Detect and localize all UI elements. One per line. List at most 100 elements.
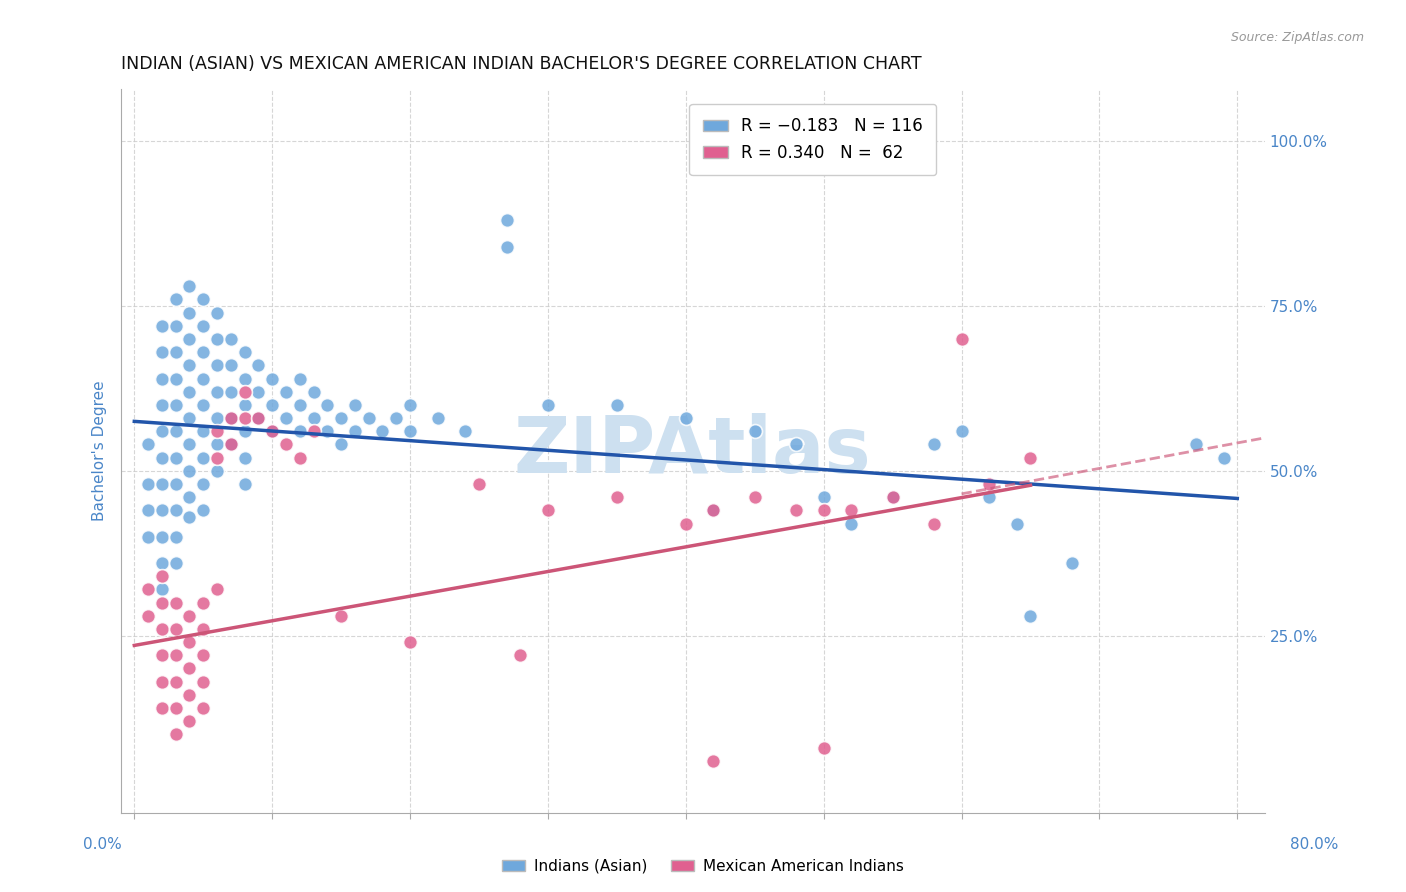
Point [979,477,1001,491]
Point [288,424,311,438]
Point [150,318,173,333]
Point [165,398,187,412]
Point [136,530,159,544]
Point [165,371,187,385]
Text: ZIPAtlas: ZIPAtlas [513,413,872,489]
Point [179,411,201,425]
Point [193,674,215,689]
Y-axis label: Bachelor's Degree: Bachelor's Degree [93,381,107,521]
Point [219,384,242,399]
Point [205,464,228,478]
Point [1185,437,1208,451]
Point [150,556,173,570]
Point [233,477,256,491]
Point [262,424,284,438]
Point [205,359,228,373]
Point [193,701,215,715]
Point [979,490,1001,504]
Point [343,424,366,438]
Point [744,424,766,438]
Point [262,398,284,412]
Point [219,411,242,425]
Text: 80.0%: 80.0% [1291,838,1339,852]
Point [150,345,173,359]
Point [165,503,187,517]
Point [193,318,215,333]
Legend: R = −0.183   N = 116, R = 0.340   N =  62: R = −0.183 N = 116, R = 0.340 N = 62 [689,104,936,175]
Point [233,398,256,412]
Point [702,503,724,517]
Point [288,450,311,465]
Point [302,384,325,399]
Point [385,411,408,425]
Point [136,437,159,451]
Point [193,622,215,636]
Point [288,371,311,385]
Point [165,477,187,491]
Point [302,424,325,438]
Point [233,411,256,425]
Point [247,359,270,373]
Point [330,411,353,425]
Point [606,490,628,504]
Point [606,398,628,412]
Point [1019,608,1042,623]
Point [468,477,491,491]
Point [179,437,201,451]
Point [193,503,215,517]
Point [454,424,477,438]
Point [150,424,173,438]
Point [371,424,394,438]
Point [179,305,201,319]
Point [233,424,256,438]
Point [179,714,201,729]
Point [330,437,353,451]
Point [193,293,215,307]
Point [316,424,339,438]
Point [165,622,187,636]
Point [179,332,201,346]
Point [219,411,242,425]
Point [205,332,228,346]
Point [839,516,862,531]
Point [839,503,862,517]
Point [219,437,242,451]
Point [262,424,284,438]
Point [813,503,835,517]
Point [150,701,173,715]
Point [165,530,187,544]
Point [399,635,422,649]
Point [302,411,325,425]
Point [193,477,215,491]
Point [813,490,835,504]
Text: Source: ZipAtlas.com: Source: ZipAtlas.com [1230,31,1364,45]
Point [165,648,187,663]
Point [426,411,449,425]
Point [233,345,256,359]
Text: INDIAN (ASIAN) VS MEXICAN AMERICAN INDIAN BACHELOR'S DEGREE CORRELATION CHART: INDIAN (ASIAN) VS MEXICAN AMERICAN INDIA… [121,55,921,73]
Point [702,754,724,768]
Point [136,582,159,597]
Point [136,503,159,517]
Point [233,371,256,385]
Point [150,596,173,610]
Point [179,359,201,373]
Point [150,648,173,663]
Point [922,516,945,531]
Point [150,530,173,544]
Point [165,701,187,715]
Point [702,503,724,517]
Point [150,450,173,465]
Point [165,424,187,438]
Point [247,411,270,425]
Point [247,384,270,399]
Point [785,437,807,451]
Point [165,345,187,359]
Point [922,437,945,451]
Point [165,450,187,465]
Point [399,398,422,412]
Point [165,318,187,333]
Point [219,359,242,373]
Point [179,464,201,478]
Point [205,437,228,451]
